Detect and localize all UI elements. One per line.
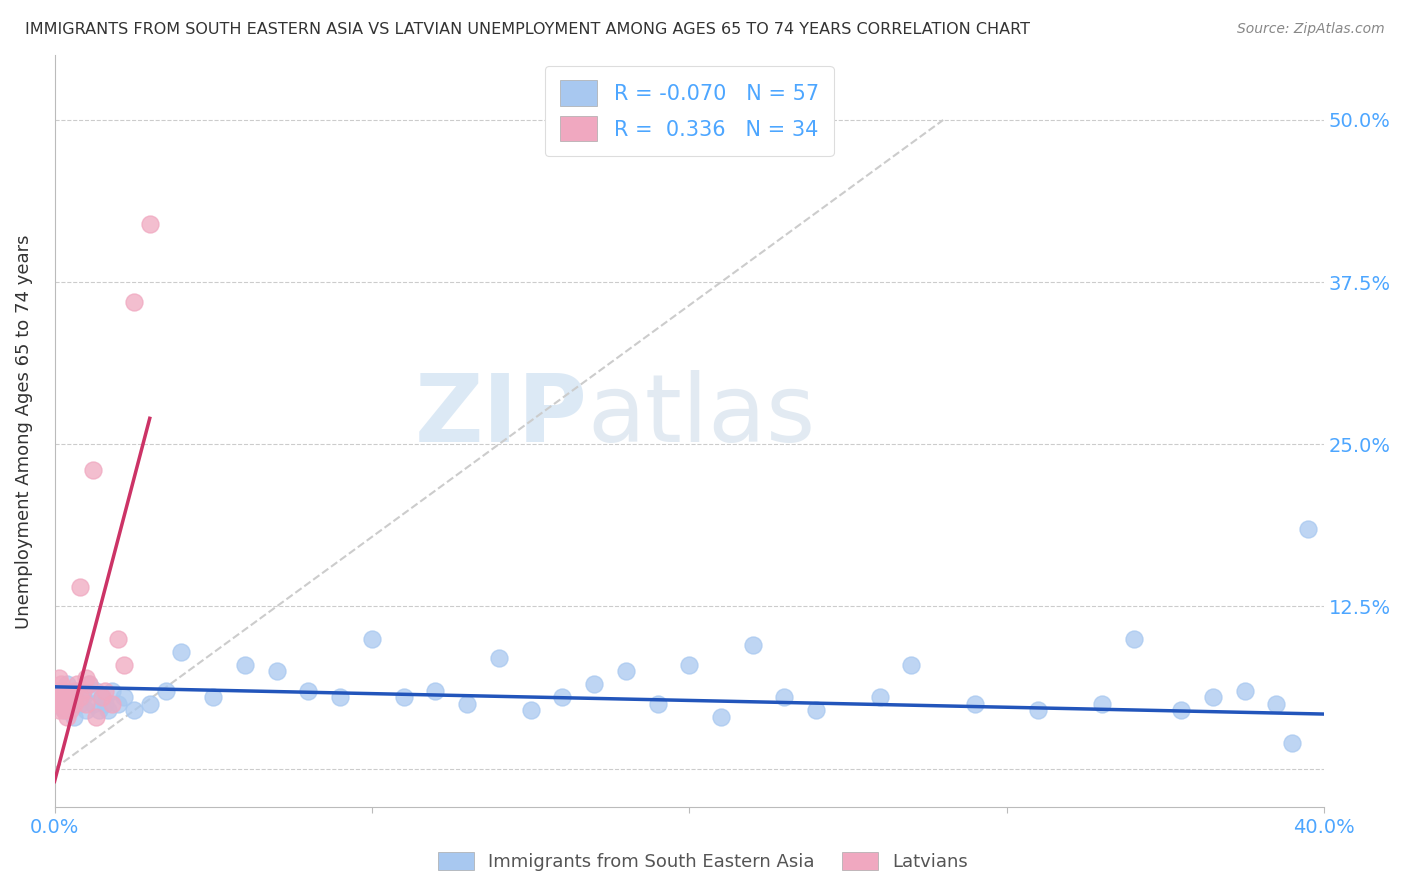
Point	[53, 703, 76, 717]
Point	[741, 638, 763, 652]
Point	[45, 683, 67, 698]
Point	[1296, 522, 1319, 536]
Text: IMMIGRANTS FROM SOUTH EASTERN ASIA VS LATVIAN UNEMPLOYMENT AMONG AGES 65 TO 74 Y: IMMIGRANTS FROM SOUTH EASTERN ASIA VS LA…	[25, 22, 1031, 37]
Point	[1170, 703, 1192, 717]
Point	[107, 632, 129, 646]
Point	[139, 217, 162, 231]
Point	[94, 697, 117, 711]
Point	[46, 690, 69, 705]
Point	[329, 690, 352, 705]
Point	[425, 683, 447, 698]
Point	[72, 683, 94, 698]
Point	[519, 703, 541, 717]
Point	[72, 690, 94, 705]
Point	[53, 703, 76, 717]
Point	[97, 703, 120, 717]
Point	[69, 697, 91, 711]
Point	[75, 703, 97, 717]
Point	[1122, 632, 1144, 646]
Point	[91, 690, 114, 705]
Point	[122, 294, 145, 309]
Point	[87, 703, 110, 717]
Point	[75, 671, 97, 685]
Point	[900, 657, 922, 672]
Point	[488, 651, 510, 665]
Point	[122, 703, 145, 717]
Point	[82, 463, 104, 477]
Point	[48, 703, 70, 717]
Point	[155, 683, 177, 698]
Point	[48, 671, 70, 685]
Point	[56, 677, 79, 691]
Point	[49, 690, 72, 705]
Point	[869, 690, 891, 705]
Point	[170, 645, 193, 659]
Point	[202, 690, 225, 705]
Point	[456, 697, 478, 711]
Point	[1281, 735, 1303, 749]
Point	[112, 657, 135, 672]
Point	[79, 677, 101, 691]
Point	[647, 697, 669, 711]
Point	[62, 690, 84, 705]
Point	[59, 697, 82, 711]
Point	[710, 709, 733, 723]
Text: Source: ZipAtlas.com: Source: ZipAtlas.com	[1237, 22, 1385, 37]
Point	[100, 683, 122, 698]
Point	[112, 690, 135, 705]
Point	[963, 697, 986, 711]
Point	[56, 697, 79, 711]
Point	[678, 657, 700, 672]
Text: ZIP: ZIP	[415, 370, 588, 462]
Point	[46, 683, 69, 698]
Point	[1028, 703, 1050, 717]
Point	[55, 690, 77, 705]
Point	[66, 677, 89, 691]
Point	[69, 580, 91, 594]
Point	[79, 677, 101, 691]
Point	[107, 697, 129, 711]
Point	[69, 690, 91, 705]
Point	[84, 709, 107, 723]
Point	[62, 697, 84, 711]
Point	[100, 697, 122, 711]
Point	[94, 683, 117, 698]
Point	[49, 677, 72, 691]
Point	[361, 632, 384, 646]
Point	[66, 683, 89, 698]
Point	[1265, 697, 1288, 711]
Point	[82, 697, 104, 711]
Point	[91, 690, 114, 705]
Point	[59, 690, 82, 705]
Point	[614, 665, 637, 679]
Point	[392, 690, 415, 705]
Point	[56, 709, 79, 723]
Point	[266, 665, 288, 679]
Text: atlas: atlas	[588, 370, 815, 462]
Point	[49, 683, 72, 698]
Point	[1091, 697, 1114, 711]
Point	[46, 690, 69, 705]
Point	[84, 683, 107, 698]
Point	[75, 697, 97, 711]
Point	[233, 657, 256, 672]
Point	[297, 683, 319, 698]
Point	[773, 690, 796, 705]
Point	[139, 697, 162, 711]
Point	[46, 697, 69, 711]
Y-axis label: Unemployment Among Ages 65 to 74 years: Unemployment Among Ages 65 to 74 years	[15, 234, 32, 629]
Point	[62, 683, 84, 698]
Point	[62, 709, 84, 723]
Legend: Immigrants from South Eastern Asia, Latvians: Immigrants from South Eastern Asia, Latv…	[430, 845, 976, 879]
Point	[51, 697, 73, 711]
Point	[53, 683, 76, 698]
Point	[583, 677, 606, 691]
Legend: R = -0.070   N = 57, R =  0.336   N = 34: R = -0.070 N = 57, R = 0.336 N = 34	[546, 65, 834, 156]
Point	[551, 690, 574, 705]
Point	[1233, 683, 1256, 698]
Point	[806, 703, 828, 717]
Point	[59, 703, 82, 717]
Point	[1202, 690, 1225, 705]
